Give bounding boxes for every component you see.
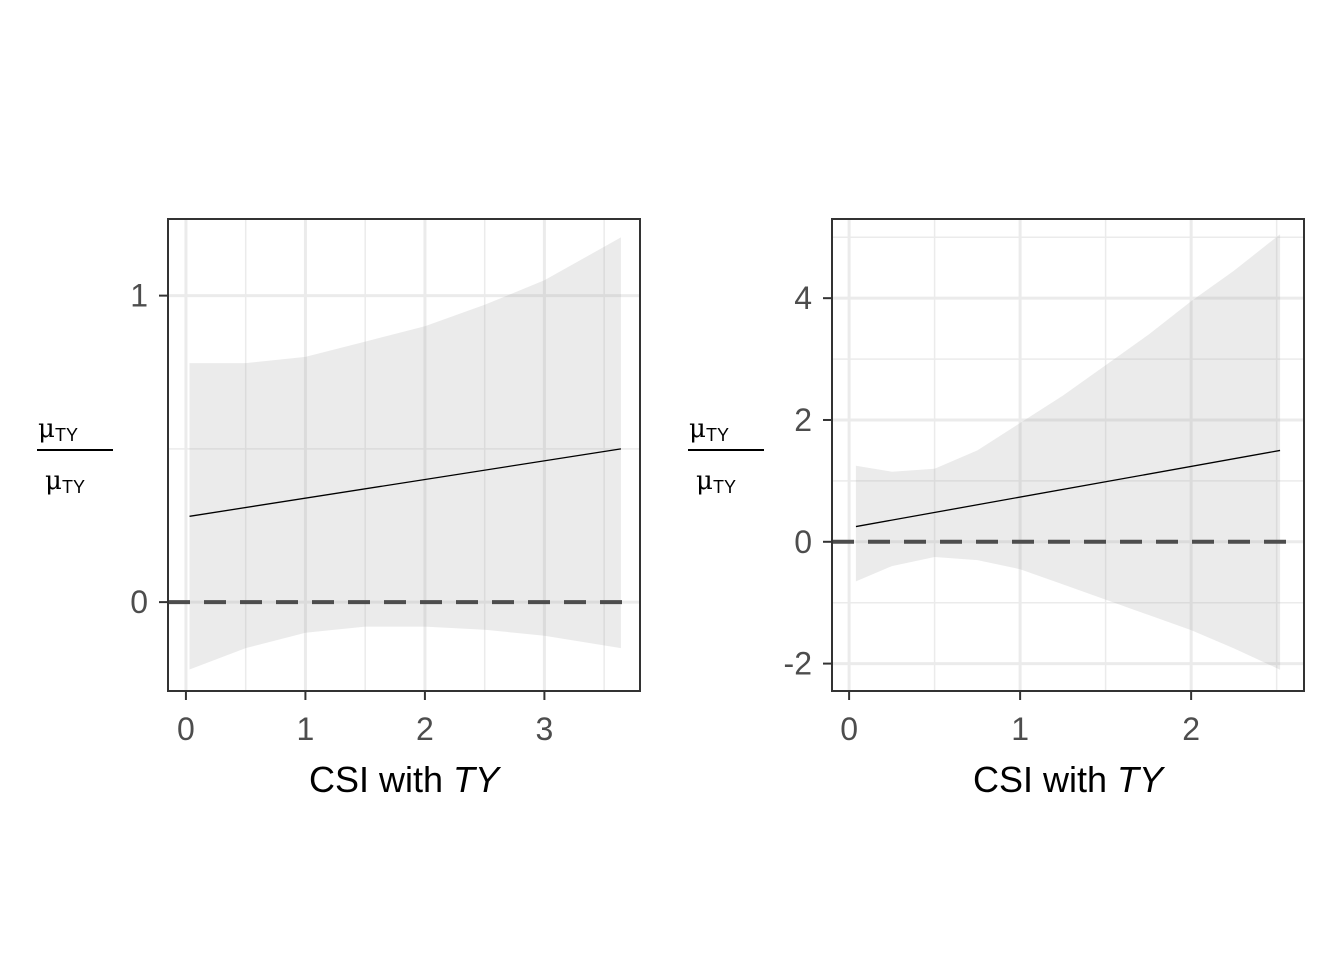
panel-1-x-tick-label: 3 bbox=[536, 711, 554, 747]
panel-1-x-tick-label: 0 bbox=[177, 711, 195, 747]
panel-2-y-axis-denominator: μ bbox=[696, 466, 713, 496]
panel-2-panel-border bbox=[831, 218, 1305, 692]
panel-1-panel-background bbox=[168, 219, 640, 691]
panel-1-x-axis-title-italic: TY bbox=[453, 759, 502, 800]
panel-2-x-axis-title-text: CSI with bbox=[973, 759, 1117, 800]
panel-1-x-axis-title: CSI with TY bbox=[309, 759, 502, 800]
panel-2-x-axis-title: CSI with TY bbox=[973, 759, 1166, 800]
panel-2-y-axis-numerator-sub: TY bbox=[706, 425, 729, 445]
panel-1-y-tick-label: 0 bbox=[130, 584, 148, 620]
panel-1-y-axis-numerator: μ bbox=[38, 414, 55, 444]
panel-1-y-axis-numerator-sub: TY bbox=[55, 425, 78, 445]
panel-2-x-tick-label: 2 bbox=[1182, 711, 1200, 747]
panel-1-y-axis-title: μ TYμ TY bbox=[37, 414, 113, 497]
panel-1-x-tick-label: 1 bbox=[297, 711, 315, 747]
panel-1-panel-border bbox=[167, 218, 641, 692]
panel-1-x-tick-label: 2 bbox=[416, 711, 434, 747]
panel-2-confidence-ribbon bbox=[855, 234, 1281, 670]
panel-2-y-tick-label: 2 bbox=[794, 402, 812, 438]
panel-2-fit-line bbox=[855, 449, 1281, 528]
panel-2-x-tick-label: 1 bbox=[1011, 711, 1029, 747]
panel-2-y-tick-label: 0 bbox=[794, 524, 812, 560]
panel-2-y-axis-title: μ TYμ TY bbox=[688, 414, 764, 497]
panel-1-x-axis-title-text: CSI with bbox=[309, 759, 453, 800]
panel-1-y-axis-denominator: μ bbox=[45, 466, 62, 496]
panel-1-y-axis-denominator-sub: TY bbox=[62, 477, 85, 497]
panel-2-x-axis-title-italic: TY bbox=[1117, 759, 1166, 800]
panel-2-x-tick-label: 0 bbox=[840, 711, 858, 747]
panel-1-y-tick-label: 1 bbox=[130, 278, 148, 314]
panel-2-y-axis-numerator: μ bbox=[689, 414, 706, 444]
panel-1-fit-line bbox=[189, 448, 621, 517]
panel-2-y-tick-label: -2 bbox=[784, 646, 812, 682]
panel-2-y-axis-denominator-sub: TY bbox=[713, 477, 736, 497]
panel-1-confidence-ribbon bbox=[189, 237, 621, 670]
panel-2-y-tick-label: 4 bbox=[794, 280, 812, 316]
